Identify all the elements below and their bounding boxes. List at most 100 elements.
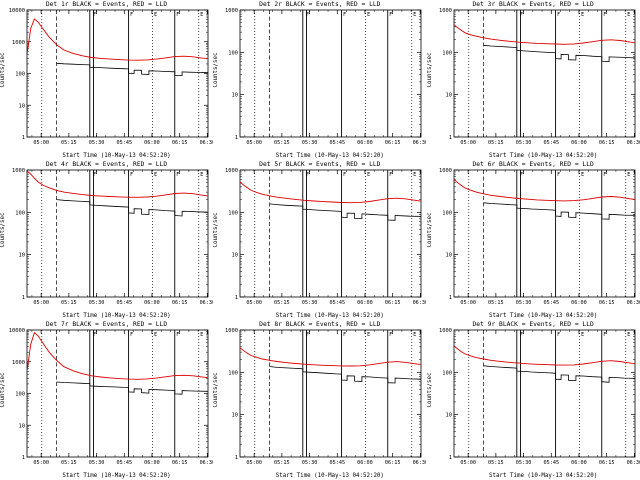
svg-text:06:15: 06:15 xyxy=(172,460,188,466)
svg-text:10: 10 xyxy=(445,413,452,419)
x-axis-label: Start Time (10-May-13 04:52:20) xyxy=(275,153,384,159)
plot-panel-det-6r: Det 6r BLACK = Events, RED = LLD Counts/… xyxy=(427,160,640,320)
svg-text:06:15: 06:15 xyxy=(385,300,401,306)
svg-text:100: 100 xyxy=(15,210,25,216)
svg-text:10000: 10000 xyxy=(9,8,25,14)
svg-text:E: E xyxy=(154,332,157,338)
svg-text:05:45: 05:45 xyxy=(116,140,132,146)
svg-text:05:00: 05:00 xyxy=(33,140,49,146)
svg-text:F: F xyxy=(93,332,96,338)
svg-text:100: 100 xyxy=(442,210,452,216)
svg-text:06:30: 06:30 xyxy=(200,460,213,466)
svg-text:E: E xyxy=(627,332,630,338)
svg-text:F: F xyxy=(557,172,560,178)
svg-text:F: F xyxy=(130,332,133,338)
x-axis-label: Start Time (10-May-13 04:52:20) xyxy=(489,153,598,159)
svg-text:1000: 1000 xyxy=(439,8,452,14)
svg-text:05:45: 05:45 xyxy=(330,300,346,306)
svg-text:F: F xyxy=(603,172,606,178)
svg-text:06:00: 06:00 xyxy=(357,300,373,306)
svg-text:F: F xyxy=(390,172,393,178)
plot-canvas-det-5r: 1 10 100 1000 05:00 05:15 05:30 05:45 06:00 06:15… xyxy=(225,168,426,306)
svg-text:06:00: 06:00 xyxy=(571,460,587,466)
svg-text:06:15: 06:15 xyxy=(172,140,188,146)
svg-text:06:15: 06:15 xyxy=(599,300,615,306)
svg-text:05:15: 05:15 xyxy=(274,300,290,306)
svg-text:F: F xyxy=(93,12,96,18)
svg-text:1: 1 xyxy=(235,135,238,141)
svg-text:F: F xyxy=(520,332,523,338)
svg-text:05:45: 05:45 xyxy=(330,460,346,466)
svg-text:F: F xyxy=(306,332,309,338)
svg-text:E: E xyxy=(367,172,370,178)
x-axis-label: Start Time (10-May-13 04:52:20) xyxy=(62,153,171,159)
svg-text:06:15: 06:15 xyxy=(385,140,401,146)
svg-text:1000: 1000 xyxy=(12,360,25,366)
x-axis-label: Start Time (10-May-13 04:52:20) xyxy=(275,313,384,319)
svg-text:06:00: 06:00 xyxy=(571,140,587,146)
svg-text:10: 10 xyxy=(19,423,26,429)
svg-text:05:30: 05:30 xyxy=(515,300,531,306)
plot-canvas-det-4r: 1 10 100 1000 05:00 05:15 05:30 05:45 06:00 06:15… xyxy=(12,168,213,306)
x-axis-label: Start Time (10-May-13 04:52:20) xyxy=(275,473,384,479)
svg-text:05:15: 05:15 xyxy=(61,300,77,306)
plot-canvas-det-3r: 1 10 100 1000 05:00 05:15 05:30 05:45 06:00 06:15… xyxy=(439,8,640,146)
svg-text:1: 1 xyxy=(22,295,25,301)
svg-text:06:30: 06:30 xyxy=(626,300,639,306)
svg-text:100: 100 xyxy=(15,392,25,398)
svg-text:E: E xyxy=(200,172,203,178)
svg-text:06:30: 06:30 xyxy=(413,460,426,466)
svg-text:F: F xyxy=(390,12,393,18)
svg-text:05:00: 05:00 xyxy=(247,460,263,466)
svg-text:05:15: 05:15 xyxy=(61,140,77,146)
svg-text:06:30: 06:30 xyxy=(626,460,639,466)
svg-text:100: 100 xyxy=(229,370,239,376)
svg-text:100: 100 xyxy=(442,370,452,376)
x-axis-label: Start Time (10-May-13 04:52:20) xyxy=(62,313,171,319)
svg-text:06:15: 06:15 xyxy=(385,460,401,466)
svg-text:10: 10 xyxy=(445,253,452,259)
svg-text:E: E xyxy=(200,12,203,18)
plot-title: Det 3r BLACK = Events, RED = LLD xyxy=(472,1,594,8)
svg-text:05:45: 05:45 xyxy=(116,300,132,306)
svg-text:06:30: 06:30 xyxy=(200,140,213,146)
svg-text:F: F xyxy=(306,12,309,18)
svg-text:E: E xyxy=(627,172,630,178)
svg-text:100: 100 xyxy=(229,210,239,216)
plot-canvas-det-6r: 1 10 100 1000 05:00 05:15 05:30 05:45 06:00 06:15… xyxy=(439,168,640,306)
svg-text:1: 1 xyxy=(22,135,25,141)
plot-panel-det-8r: Det 8r BLACK = Events, RED = LLD Counts/… xyxy=(213,320,426,480)
svg-text:06:00: 06:00 xyxy=(357,140,373,146)
svg-text:F: F xyxy=(343,332,346,338)
svg-text:10: 10 xyxy=(445,93,452,99)
plot-canvas-det-8r: 1 10 100 1000 05:00 05:15 05:30 05:45 06:00 06:15… xyxy=(225,328,426,466)
svg-text:05:00: 05:00 xyxy=(33,300,49,306)
svg-text:10: 10 xyxy=(232,93,239,99)
svg-text:E: E xyxy=(414,12,417,18)
svg-text:F: F xyxy=(520,12,523,18)
svg-text:05:45: 05:45 xyxy=(543,300,559,306)
plot-title: Det 8r BLACK = Events, RED = LLD xyxy=(259,321,381,328)
svg-text:06:00: 06:00 xyxy=(144,460,160,466)
svg-text:E: E xyxy=(367,12,370,18)
svg-text:F: F xyxy=(390,332,393,338)
svg-text:06:30: 06:30 xyxy=(626,140,639,146)
svg-text:10: 10 xyxy=(19,253,26,259)
svg-text:E: E xyxy=(581,332,584,338)
svg-text:1: 1 xyxy=(22,455,25,461)
svg-text:05:45: 05:45 xyxy=(330,140,346,146)
svg-text:05:30: 05:30 xyxy=(89,460,105,466)
plot-title: Det 2r BLACK = Events, RED = LLD xyxy=(259,1,381,8)
svg-text:06:00: 06:00 xyxy=(357,460,373,466)
svg-text:06:00: 06:00 xyxy=(571,300,587,306)
svg-text:05:45: 05:45 xyxy=(116,460,132,466)
svg-text:06:15: 06:15 xyxy=(172,300,188,306)
plot-panel-det-7r: Det 7r BLACK = Events, RED = LLD Counts/… xyxy=(0,320,213,480)
svg-text:1000: 1000 xyxy=(225,168,238,174)
svg-text:05:30: 05:30 xyxy=(515,140,531,146)
svg-text:100: 100 xyxy=(229,50,239,56)
svg-text:F: F xyxy=(306,172,309,178)
svg-text:1: 1 xyxy=(448,295,451,301)
svg-text:1000: 1000 xyxy=(12,40,25,46)
